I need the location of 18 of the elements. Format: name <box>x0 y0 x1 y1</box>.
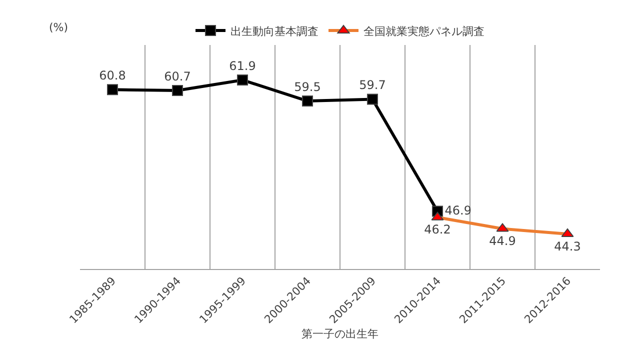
data-label: 59.7 <box>359 78 386 92</box>
data-label: 46.2 <box>424 222 451 237</box>
data-label: 44.3 <box>554 239 581 254</box>
data-label: 61.9 <box>229 58 256 73</box>
data-label: 59.5 <box>294 80 321 94</box>
point <box>172 85 183 96</box>
data-label: 60.8 <box>99 68 126 82</box>
point <box>107 84 118 96</box>
data-label: 44.9 <box>489 234 516 248</box>
point <box>302 96 313 106</box>
y-axis-title: (%) <box>49 21 68 34</box>
data-label: 60.7 <box>164 69 191 84</box>
legend-label: 出生動向基本調査 <box>230 24 318 38</box>
point <box>367 94 378 105</box>
x-axis-title: 第一子の出生年 <box>302 327 378 340</box>
point <box>237 74 248 86</box>
data-label: 46.9 <box>444 203 472 218</box>
legend-label: 全国就業実態パネル調査 <box>364 24 484 38</box>
